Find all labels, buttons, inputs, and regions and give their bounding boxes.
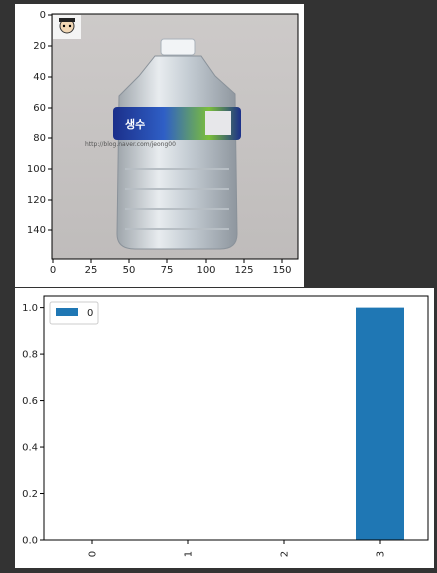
image-y-tick-0: 0 <box>40 10 46 21</box>
image-y-tick-80: 80 <box>33 133 46 144</box>
x-tick-label-3: 3 <box>376 551 387 557</box>
avatar-icon <box>53 15 81 39</box>
bar-x-ticks: 0 1 2 3 <box>88 540 387 557</box>
image-y-tick-40: 40 <box>33 72 46 83</box>
y-tick-label-0.0: 0.0 <box>22 536 38 547</box>
image-x-tick-0: 0 <box>50 265 56 276</box>
y-tick-label-1.0: 1.0 <box>22 303 38 314</box>
image-x-ticks: 0 25 50 75 100 125 150 <box>50 259 292 276</box>
watermark-text: http://blog.naver.com/jeong00 <box>85 141 176 148</box>
water-bottle-image: 생수 <box>113 38 241 250</box>
image-x-tick-75: 75 <box>161 265 174 276</box>
y-tick-label-0.4: 0.4 <box>22 443 38 454</box>
legend: 0 <box>49 301 99 325</box>
bar-y-ticks: 0.0 0.2 0.4 0.6 0.8 1.0 <box>22 303 44 547</box>
bar-chart: 0.0 0.2 0.4 0.6 0.8 1.0 0 1 2 3 0 <box>22 295 429 557</box>
image-y-tick-120: 120 <box>27 195 46 206</box>
bar-axes-frame <box>43 295 429 541</box>
image-y-tick-60: 60 <box>33 103 46 114</box>
y-tick-label-0.8: 0.8 <box>22 350 38 361</box>
y-tick-label-0.6: 0.6 <box>22 396 38 407</box>
image-figure: 생수 http://blog.naver.com/jeong00 0 20 40… <box>15 4 304 287</box>
image-y-ticks: 0 20 40 60 80 100 120 140 <box>27 10 52 236</box>
legend-swatch <box>56 308 78 316</box>
legend-label: 0 <box>87 308 93 319</box>
bar-chart-figure: 0.0 0.2 0.4 0.6 0.8 1.0 0 1 2 3 0 <box>15 288 434 568</box>
bar-group <box>356 307 404 540</box>
image-x-tick-25: 25 <box>85 265 98 276</box>
image-axes-frame <box>51 13 299 260</box>
bottle-label-text: 생수 <box>125 117 145 131</box>
image-axes: 생수 http://blog.naver.com/jeong00 0 20 40… <box>27 10 299 276</box>
image-x-tick-125: 125 <box>234 265 253 276</box>
image-y-tick-20: 20 <box>33 41 46 52</box>
x-tick-label-1: 1 <box>184 551 195 557</box>
image-x-tick-100: 100 <box>196 265 215 276</box>
image-x-tick-50: 50 <box>123 265 136 276</box>
image-y-tick-100: 100 <box>27 164 46 175</box>
image-y-tick-140: 140 <box>27 225 46 236</box>
bar-3 <box>356 307 404 540</box>
x-tick-label-2: 2 <box>280 551 291 557</box>
x-tick-label-0: 0 <box>88 551 99 557</box>
image-x-tick-150: 150 <box>272 265 291 276</box>
y-tick-label-0.2: 0.2 <box>22 489 38 500</box>
